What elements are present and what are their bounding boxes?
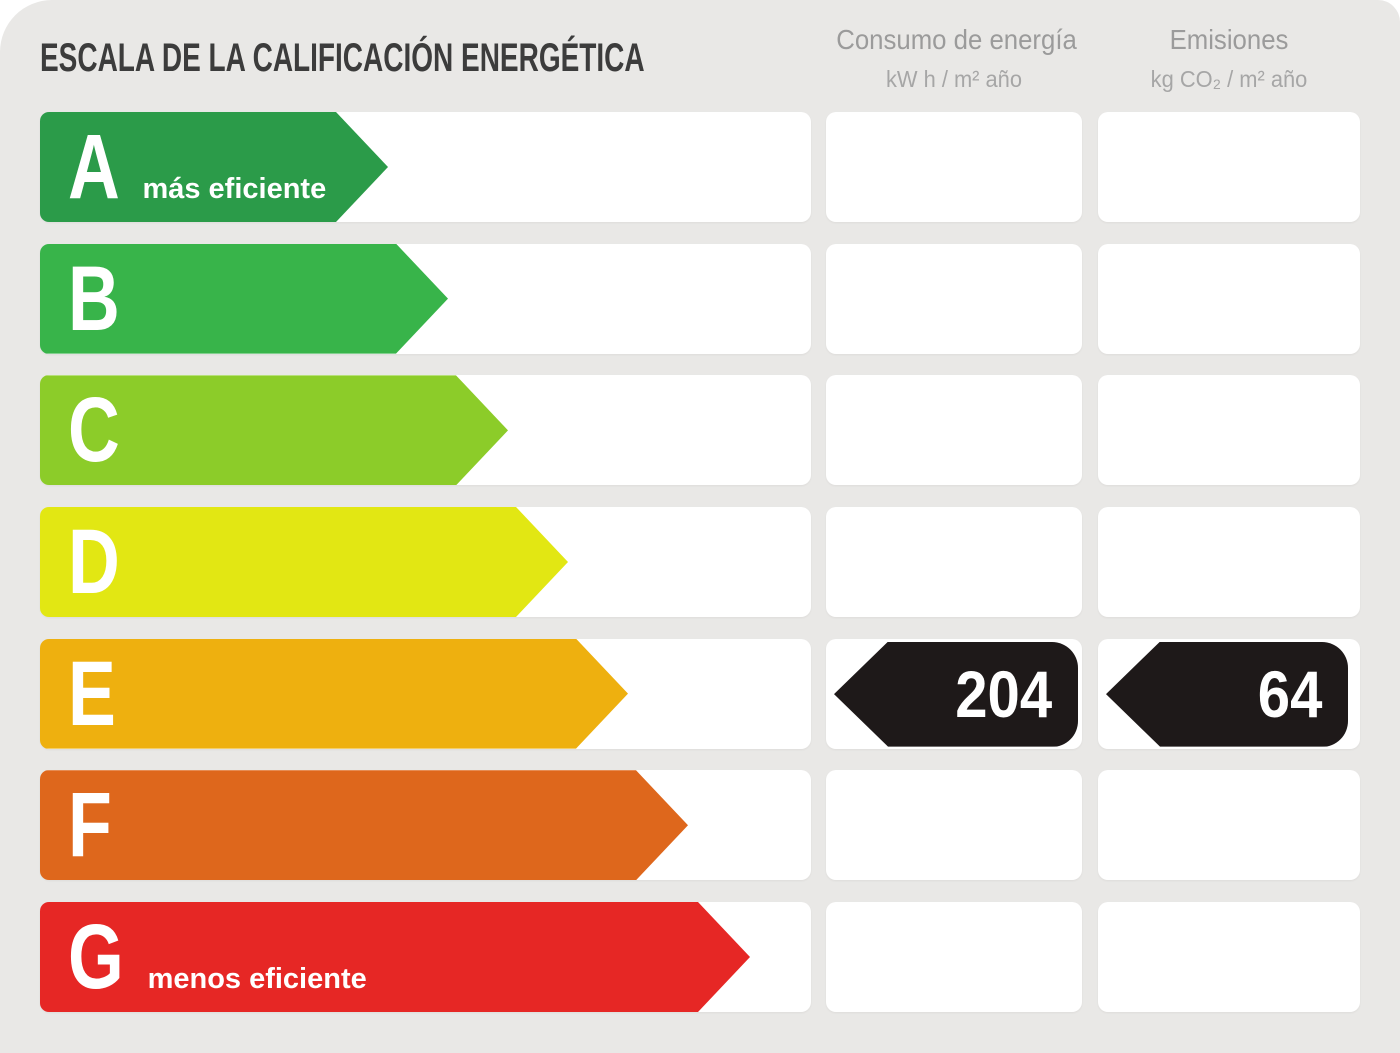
consumption-value-badge: 204 <box>834 641 1078 747</box>
consumption-cell <box>826 901 1082 1012</box>
emissions-value: 64 <box>1257 657 1322 732</box>
consumption-column-units: kW h / m² año <box>886 66 1022 92</box>
emissions-value-badge: 64 <box>1106 641 1348 747</box>
rating-row-c: C <box>0 375 1400 486</box>
most-efficient-label: más eficiente <box>142 173 327 205</box>
rating-scale: A más eficiente B C D <box>0 112 1400 1012</box>
rating-letter: D <box>68 510 120 613</box>
rating-row-f: F <box>0 770 1400 881</box>
rating-letter: E <box>68 642 116 745</box>
consumption-cell <box>826 243 1082 354</box>
rating-bar-c: C <box>40 375 508 485</box>
emissions-cell <box>1098 243 1360 354</box>
rating-bar-b: B <box>40 244 448 354</box>
emissions-column-header: Emisiones kg CO₂ / m² año <box>1098 24 1360 93</box>
rating-row-b: B <box>0 243 1400 354</box>
rating-bar-f: F <box>40 770 688 880</box>
consumption-cell <box>826 112 1082 222</box>
consumption-column-header: Consumo de energía kW h / m² año <box>826 24 1082 93</box>
consumption-cell <box>826 506 1082 617</box>
rating-row-g: G menos eficiente <box>0 901 1400 1012</box>
rating-row-d: D <box>0 506 1400 617</box>
rating-row-a: A más eficiente <box>0 112 1400 222</box>
least-efficient-label: menos eficiente <box>147 962 367 995</box>
rating-letter: C <box>68 379 120 482</box>
emissions-cell <box>1098 112 1360 222</box>
rating-bar-a: A más eficiente <box>40 112 388 222</box>
rating-bar-d: D <box>40 507 568 617</box>
page-title: ESCALA DE LA CALIFICACIÓN ENERGÉTICA <box>40 36 645 80</box>
rating-letter: B <box>68 247 120 350</box>
consumption-column-title: Consumo de energía <box>836 24 1077 55</box>
emissions-column-units: kg CO₂ / m² año <box>1150 66 1308 92</box>
consumption-cell <box>826 770 1082 881</box>
rating-letter: A <box>68 116 120 218</box>
emissions-cell <box>1098 506 1360 617</box>
consumption-cell <box>826 375 1082 486</box>
rating-letter: G <box>68 905 124 1008</box>
rating-bar-e: E <box>40 639 628 749</box>
rating-row-e: E 204 64 <box>0 638 1400 749</box>
emissions-cell <box>1098 770 1360 881</box>
emissions-column-title: Emisiones <box>1169 24 1289 55</box>
consumption-value: 204 <box>955 657 1052 732</box>
emissions-cell <box>1098 375 1360 486</box>
rating-letter: F <box>68 774 112 877</box>
rating-bar-g: G menos eficiente <box>40 902 750 1012</box>
emissions-cell <box>1098 901 1360 1012</box>
